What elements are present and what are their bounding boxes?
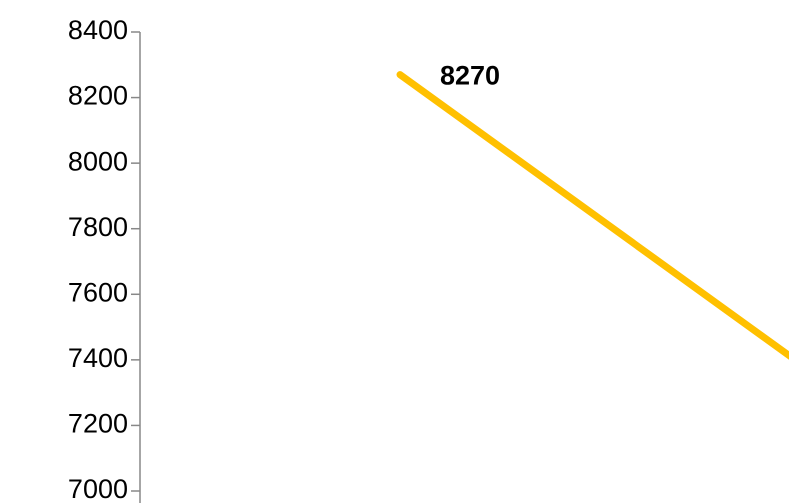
y-tick-label: 7200	[68, 409, 128, 439]
y-tick-label: 8000	[68, 146, 128, 176]
y-tick-label: 8400	[68, 15, 128, 45]
data-label: 8270	[440, 61, 500, 91]
y-tick-label: 8200	[68, 81, 128, 111]
y-tick-label: 7800	[68, 212, 128, 242]
y-tick-label: 7400	[68, 343, 128, 373]
y-tick-label: 7000	[68, 474, 128, 504]
y-tick-label: 7600	[68, 277, 128, 307]
series-line	[396, 71, 789, 360]
